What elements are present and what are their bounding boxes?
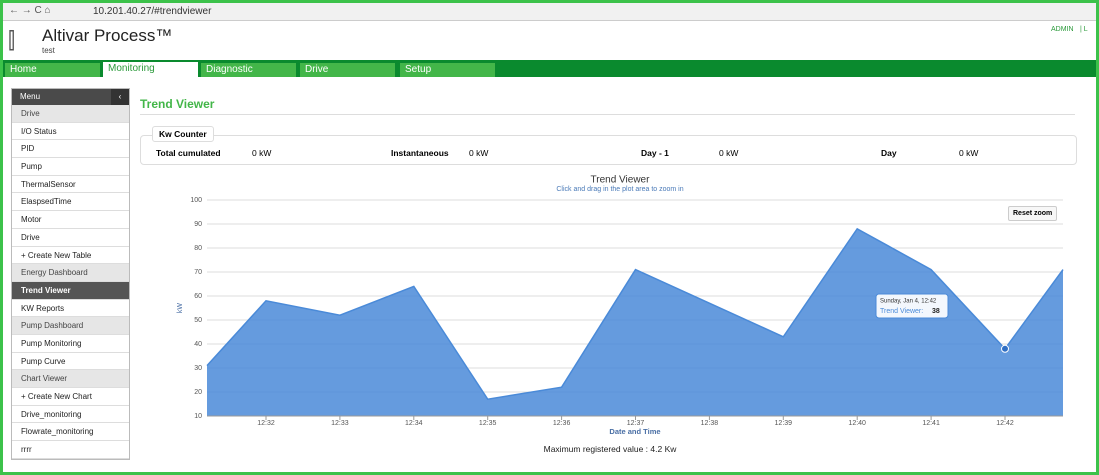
- divider: [140, 114, 1075, 115]
- sidebar-item[interactable]: Pump: [12, 158, 129, 176]
- sidebar-item[interactable]: + Create New Table: [12, 247, 129, 265]
- tab[interactable]: Monitoring: [103, 62, 198, 77]
- user-separator: | L: [1080, 26, 1088, 33]
- app-title: Altivar Process™: [42, 26, 173, 45]
- tab[interactable]: Diagnostic: [201, 63, 296, 77]
- sidebar-item[interactable]: rrrr: [12, 441, 129, 459]
- sidebar-section[interactable]: Drive: [12, 105, 129, 123]
- sidebar-item[interactable]: Motor: [12, 211, 129, 229]
- logo: ⫿: [8, 28, 16, 53]
- counter-value: 0 kW: [252, 148, 272, 158]
- counter-label: Day: [881, 148, 897, 158]
- sidebar-item[interactable]: + Create New Chart: [12, 388, 129, 406]
- sidebar-item[interactable]: Trend Viewer: [12, 281, 129, 300]
- tab-bar: Home Monitoring Diagnostic Drive Setup: [3, 60, 1096, 77]
- counter-value: 0 kW: [719, 148, 739, 158]
- counter-title: Kw Counter: [152, 126, 214, 142]
- counter-label: Instantaneous: [391, 148, 449, 158]
- sidebar: Menu ‹ Drive I/O Status PID Pump ThermalSens…: [11, 88, 130, 460]
- url[interactable]: 10.201.40.27/#trendviewer: [93, 6, 212, 17]
- tab[interactable]: Setup: [400, 63, 495, 77]
- sidebar-item[interactable]: Drive_monitoring: [12, 406, 129, 424]
- sidebar-item[interactable]: I/O Status: [12, 123, 129, 141]
- sidebar-item[interactable]: Drive: [12, 229, 129, 247]
- browser-bar: ← → C ⌂ 10.201.40.27/#trendviewer: [3, 3, 1096, 21]
- app-subtitle: test: [42, 46, 55, 55]
- counter-value: 0 kW: [469, 148, 489, 158]
- footer-note: Maximum registered value : 4.2 Kw: [543, 444, 677, 454]
- page-title: Trend Viewer: [140, 97, 215, 111]
- collapse-button[interactable]: ‹: [111, 89, 129, 105]
- tab[interactable]: Home: [5, 63, 100, 77]
- tab[interactable]: Drive: [300, 63, 395, 77]
- sidebar-item[interactable]: ThermalSensor: [12, 176, 129, 194]
- sidebar-section[interactable]: Chart Viewer: [12, 370, 129, 388]
- counter-box: Total cumulated 0 kW Instantaneous 0 kW Day …: [140, 135, 1077, 165]
- reset-zoom-button[interactable]: Reset zoom: [1008, 206, 1058, 221]
- sidebar-item[interactable]: PID: [12, 140, 129, 159]
- sidebar-item[interactable]: Pump Monitoring: [12, 335, 129, 353]
- counter-label: Day - 1: [641, 148, 669, 158]
- nav-icons[interactable]: ← → C ⌂: [9, 5, 51, 16]
- sidebar-item[interactable]: ElaspsedTime: [12, 193, 129, 212]
- sidebar-item[interactable]: Flowrate_monitoring: [12, 423, 129, 442]
- counter-label: Total cumulated: [156, 148, 221, 158]
- sidebar-section[interactable]: Pump Dashboard: [12, 317, 129, 335]
- user-link[interactable]: ADMIN: [1051, 26, 1074, 33]
- menu-header: Menu ‹: [12, 89, 129, 105]
- sidebar-item[interactable]: KW Reports: [12, 300, 129, 318]
- sidebar-section[interactable]: Energy Dashboard: [12, 264, 129, 282]
- counter-value: 0 kW: [959, 148, 979, 158]
- sidebar-item[interactable]: Pump Curve: [12, 353, 129, 371]
- menu-title: Menu: [20, 92, 41, 101]
